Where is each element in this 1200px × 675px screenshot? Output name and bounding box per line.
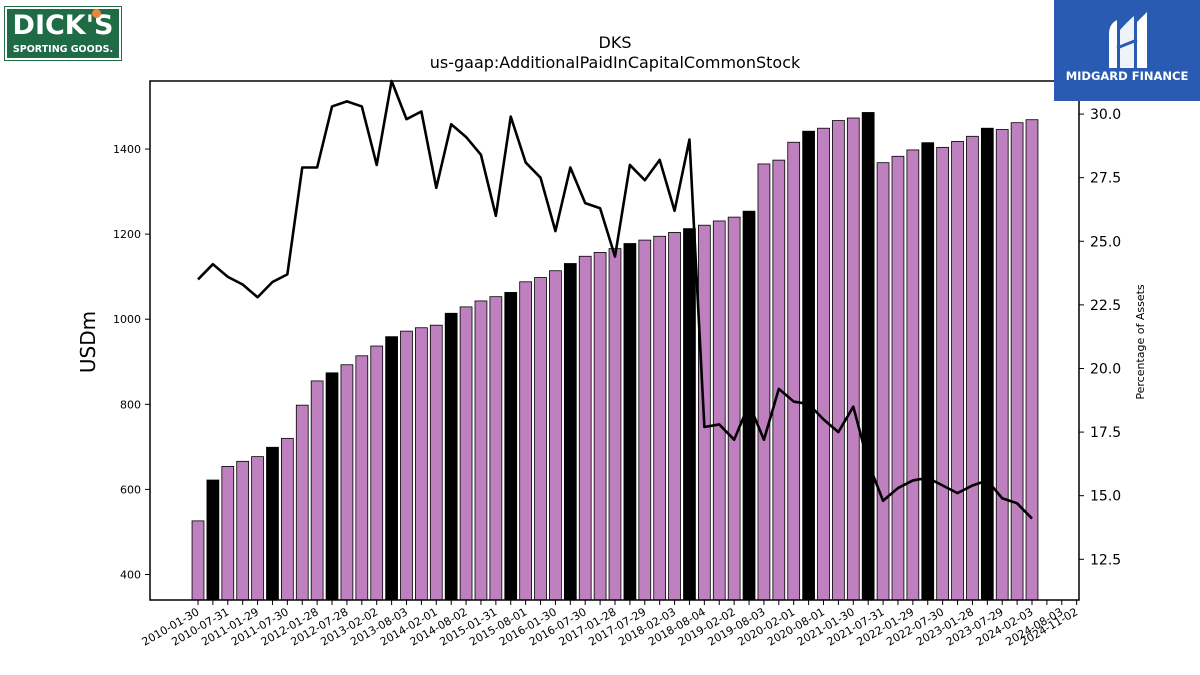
dicks-sporting-goods-logo: DICK'S SPORTING GOODS. bbox=[5, 7, 121, 60]
bar-31 bbox=[653, 235, 667, 601]
y2-tick-label-4: 22.5 bbox=[1090, 298, 1121, 314]
line-group bbox=[197, 79, 1033, 520]
y-axis-label: USDm bbox=[76, 311, 100, 373]
bar-15 bbox=[415, 327, 428, 601]
y-tick-label-5: 1400 bbox=[113, 143, 141, 156]
bar-2 bbox=[221, 466, 235, 601]
y-axis-left: 400 600 800 1000 1200 1400 bbox=[113, 143, 150, 581]
bar-46 bbox=[876, 162, 890, 601]
x-axis: 2010-01-302010-07-312011-01-292011-07-30… bbox=[140, 600, 1080, 649]
series-line-percentage-of-assets bbox=[197, 79, 1033, 520]
bar-28 bbox=[608, 248, 622, 601]
y-axis-right: 12.5 15.0 17.5 20.0 22.5 25.0 27.5 30.0 bbox=[1079, 107, 1121, 568]
bar-group bbox=[191, 112, 1039, 601]
bar-14 bbox=[400, 330, 413, 601]
logo-brand-name: MIDGARD FINANCE bbox=[1065, 69, 1189, 83]
bar-9 bbox=[325, 372, 339, 601]
bar-27 bbox=[593, 252, 607, 601]
bar-30 bbox=[638, 239, 652, 601]
bar-41 bbox=[802, 130, 815, 601]
bar-48 bbox=[906, 149, 920, 601]
bar-39 bbox=[772, 159, 786, 601]
bar-49 bbox=[921, 142, 935, 601]
bar-18 bbox=[459, 306, 473, 601]
bar-25 bbox=[563, 263, 577, 601]
bar-36 bbox=[727, 216, 741, 601]
bar-13 bbox=[385, 336, 398, 601]
bar-24 bbox=[549, 270, 562, 601]
y2-tick-label-0: 12.5 bbox=[1090, 552, 1121, 568]
bar-20 bbox=[489, 296, 503, 601]
bar-35 bbox=[712, 220, 726, 601]
bar-33 bbox=[683, 228, 696, 601]
basketball-icon bbox=[92, 9, 101, 18]
y2-tick-label-3: 20.0 bbox=[1090, 361, 1121, 377]
bar-7 bbox=[295, 404, 309, 601]
logo-brand-text: DICK'S bbox=[12, 10, 114, 41]
bar-22 bbox=[519, 281, 533, 601]
bar-55 bbox=[1010, 122, 1024, 601]
bar-23 bbox=[534, 277, 547, 601]
y2-axis-label: Percentage of Assets bbox=[1134, 284, 1147, 400]
logo-brand-subtext: SPORTING GOODS. bbox=[12, 44, 114, 55]
bar-53 bbox=[980, 127, 994, 601]
bar-12 bbox=[370, 345, 384, 601]
chart-subtitle: us-gaap:AdditionalPaidInCapitalCommonSto… bbox=[430, 53, 801, 72]
bar-8 bbox=[310, 380, 324, 601]
y2-tick-label-7: 30.0 bbox=[1090, 107, 1121, 123]
midgard-mark-icon bbox=[1109, 12, 1147, 68]
y2-tick-label-2: 17.5 bbox=[1090, 425, 1121, 441]
bar-54 bbox=[995, 129, 1009, 601]
bar-40 bbox=[787, 141, 801, 601]
y-tick-label-2: 800 bbox=[120, 398, 141, 411]
bar-1 bbox=[206, 479, 220, 601]
bar-47 bbox=[891, 155, 905, 601]
y2-tick-label-6: 27.5 bbox=[1090, 171, 1121, 187]
y-tick-label-0: 400 bbox=[120, 568, 141, 581]
bar-51 bbox=[951, 141, 964, 601]
y-tick-label-3: 1000 bbox=[113, 313, 141, 326]
midgard-finance-logo: MIDGARD FINANCE bbox=[1054, 0, 1200, 101]
bar-6 bbox=[280, 437, 294, 601]
chart-title: DKS bbox=[599, 33, 632, 52]
bar-21 bbox=[504, 292, 518, 601]
y2-tick-label-1: 15.0 bbox=[1090, 489, 1121, 505]
bar-17 bbox=[444, 312, 458, 601]
bar-38 bbox=[757, 163, 771, 601]
bar-0 bbox=[191, 520, 205, 601]
bar-19 bbox=[474, 300, 488, 601]
y-tick-label-4: 1200 bbox=[113, 228, 141, 241]
bar-52 bbox=[966, 135, 979, 601]
bar-45 bbox=[861, 112, 875, 601]
bar-16 bbox=[429, 324, 443, 601]
bar-42 bbox=[817, 127, 830, 601]
y-tick-label-1: 600 bbox=[120, 483, 141, 496]
bar-3 bbox=[236, 460, 250, 601]
bar-50 bbox=[936, 146, 950, 601]
bar-43 bbox=[832, 120, 845, 601]
bar-29 bbox=[623, 243, 637, 601]
bar-10 bbox=[340, 364, 354, 601]
bar-44 bbox=[846, 117, 860, 601]
bar-4 bbox=[251, 456, 264, 601]
bar-5 bbox=[266, 446, 279, 601]
bar-56 bbox=[1025, 119, 1039, 601]
bar-26 bbox=[578, 255, 592, 601]
y2-tick-label-5: 25.0 bbox=[1090, 234, 1121, 250]
bar-32 bbox=[668, 232, 681, 601]
bar-11 bbox=[355, 355, 369, 601]
